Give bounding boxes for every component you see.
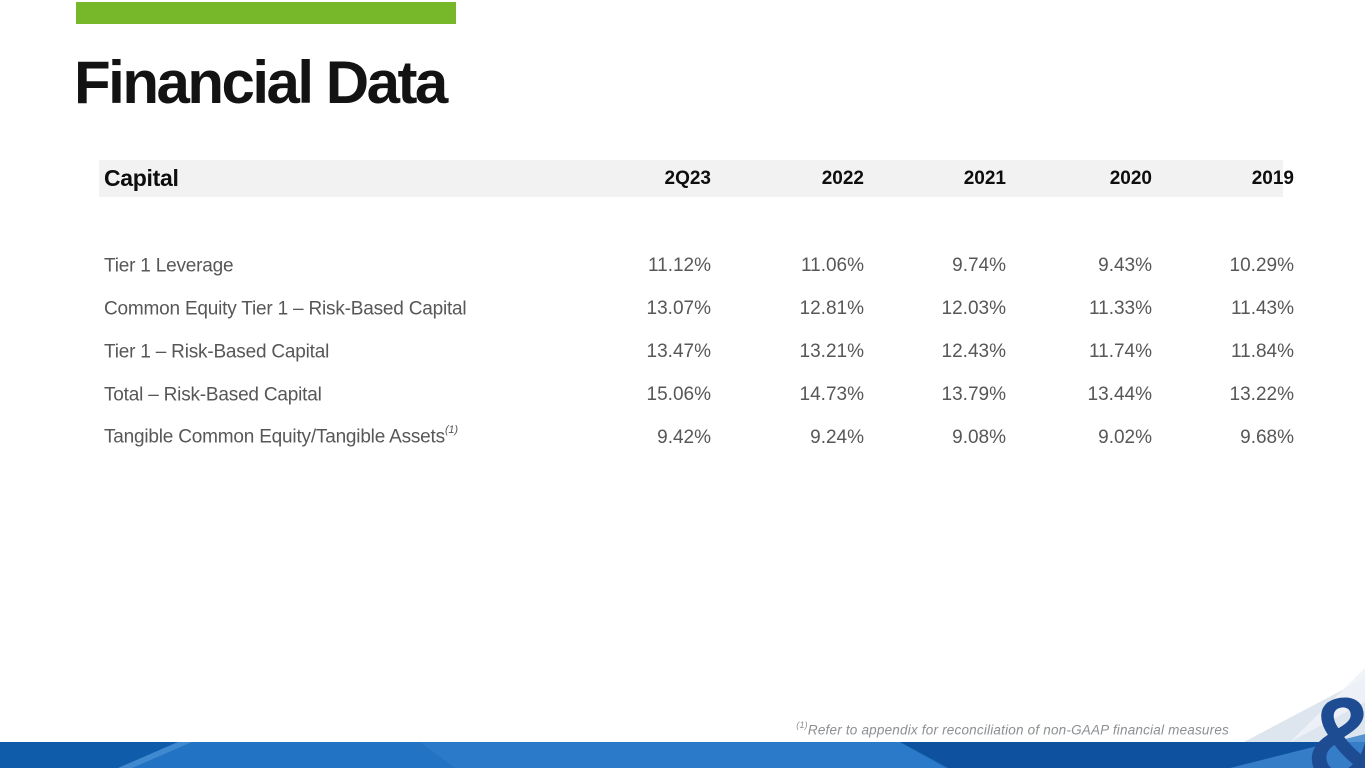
column-header-2020: 2020 bbox=[1109, 167, 1152, 189]
footnote: (1)Refer to appendix for reconciliation … bbox=[796, 720, 1229, 738]
row-label-text: Total – Risk-Based Capital bbox=[104, 383, 322, 405]
row-label: Tier 1 Leverage bbox=[99, 255, 591, 277]
cell-value: 13.21% bbox=[799, 340, 864, 362]
cell-value: 9.02% bbox=[1098, 426, 1152, 448]
page-title: Financial Data bbox=[74, 49, 448, 116]
table-row: Tier 1 Leverage 11.12% 11.06% 9.74% 9.43… bbox=[99, 245, 1294, 288]
table-row: Tier 1 – Risk-Based Capital 13.47% 13.21… bbox=[99, 331, 1294, 374]
cell-value: 11.33% bbox=[1088, 298, 1152, 320]
footer-bar-seam bbox=[118, 742, 192, 768]
table-row: Common Equity Tier 1 – Risk-Based Capita… bbox=[99, 288, 1294, 331]
row-label-text: Tier 1 – Risk-Based Capital bbox=[104, 341, 330, 363]
table-row: Total – Risk-Based Capital 15.06% 14.73%… bbox=[99, 373, 1294, 416]
cell-value: 10.29% bbox=[1229, 255, 1294, 277]
cell-value: 11.84% bbox=[1230, 340, 1294, 362]
row-label: Tier 1 – Risk-Based Capital bbox=[99, 341, 591, 363]
cell-value: 13.07% bbox=[646, 298, 711, 320]
row-label-text: Tangible Common Equity/Tangible Assets bbox=[104, 426, 445, 448]
table-row: Tangible Common Equity/Tangible Assets(1… bbox=[99, 416, 1294, 459]
cell-value: 12.43% bbox=[941, 340, 1006, 362]
table-header-row: Capital 2Q23 2022 2021 2020 2019 bbox=[99, 160, 1294, 197]
row-label-sup: (1) bbox=[444, 424, 458, 437]
cell-value: 14.73% bbox=[799, 383, 864, 405]
column-header-2019: 2019 bbox=[1251, 167, 1294, 189]
footnote-sup: (1) bbox=[796, 720, 808, 730]
corner-light-streak bbox=[1290, 668, 1365, 742]
corner-light-triangle bbox=[1244, 678, 1365, 742]
row-label-text: Common Equity Tier 1 – Risk-Based Capita… bbox=[104, 298, 467, 320]
table-spacer bbox=[99, 197, 1294, 245]
footer-bar-right-dark bbox=[900, 742, 1365, 768]
cell-value: 11.74% bbox=[1088, 340, 1152, 362]
cell-value: 11.12% bbox=[647, 255, 711, 277]
cell-value: 12.03% bbox=[941, 298, 1006, 320]
ampersand-logo: & bbox=[1295, 667, 1365, 768]
table-header-label: Capital bbox=[104, 165, 179, 191]
column-header-2q23: 2Q23 bbox=[664, 167, 711, 189]
cell-value: 9.74% bbox=[952, 255, 1006, 277]
row-label-text: Tier 1 Leverage bbox=[104, 255, 234, 277]
capital-table: Capital 2Q23 2022 2021 2020 2019 Tier 1 … bbox=[99, 160, 1294, 459]
accent-bar bbox=[76, 2, 456, 24]
column-header-2022: 2022 bbox=[821, 167, 864, 189]
cell-value: 15.06% bbox=[646, 383, 711, 405]
cell-value: 9.68% bbox=[1240, 426, 1294, 448]
cell-value: 9.43% bbox=[1098, 255, 1152, 277]
cell-value: 11.06% bbox=[800, 255, 864, 277]
footnote-text: Refer to appendix for reconciliation of … bbox=[807, 722, 1229, 738]
cell-value: 11.43% bbox=[1230, 298, 1294, 320]
row-label: Total – Risk-Based Capital bbox=[99, 384, 591, 406]
cell-value: 9.42% bbox=[657, 426, 711, 448]
footer-bar-mid-light bbox=[420, 742, 945, 768]
footer-bar-left-dark bbox=[0, 742, 178, 768]
row-label: Common Equity Tier 1 – Risk-Based Capita… bbox=[99, 298, 591, 320]
cell-value: 13.79% bbox=[941, 383, 1006, 405]
cell-value: 13.44% bbox=[1087, 383, 1152, 405]
column-header-2021: 2021 bbox=[963, 167, 1006, 189]
cell-value: 9.24% bbox=[810, 426, 864, 448]
footer-bar-logo-light bbox=[1230, 734, 1365, 768]
footer-wave-graphic bbox=[0, 668, 1365, 768]
cell-value: 13.22% bbox=[1229, 383, 1294, 405]
row-label: Tangible Common Equity/Tangible Assets(1… bbox=[99, 424, 591, 448]
cell-value: 13.47% bbox=[646, 340, 711, 362]
cell-value: 9.08% bbox=[952, 426, 1006, 448]
cell-value: 12.81% bbox=[799, 298, 864, 320]
